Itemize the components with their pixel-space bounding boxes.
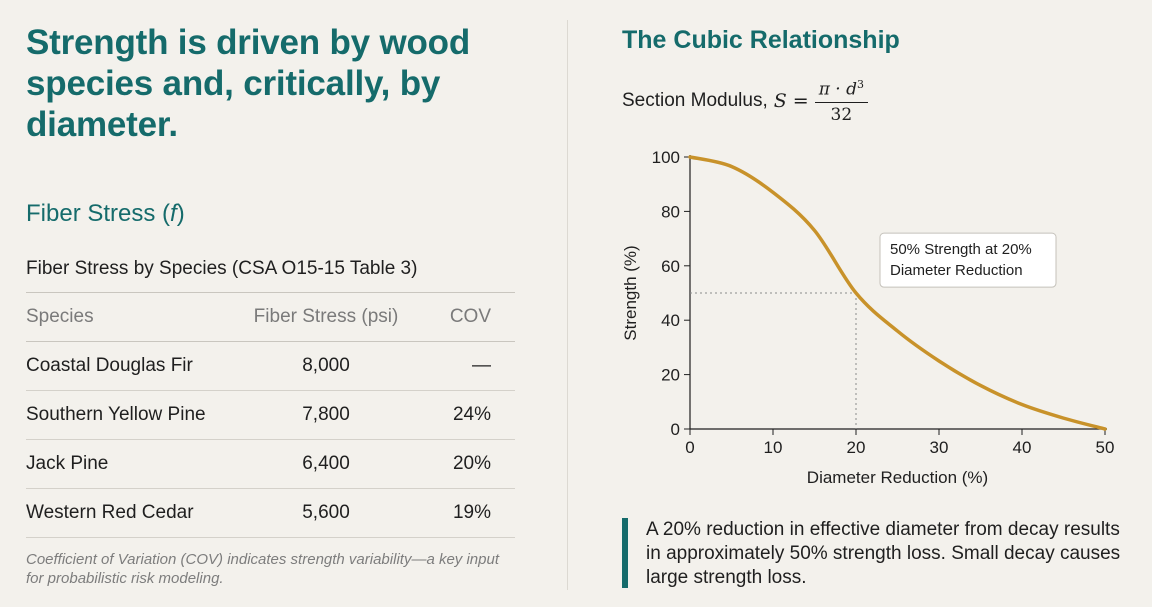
x-tick-label: 0: [685, 438, 694, 457]
fiber-stress-cell: 7,800: [231, 390, 421, 440]
annotation-box: [879, 232, 1057, 288]
table-row: Southern Yellow Pine 7,800 24%: [26, 390, 515, 440]
y-tick-label: 40: [661, 311, 680, 330]
cubic-title: The Cubic Relationship: [622, 26, 900, 54]
x-tick-label: 20: [847, 438, 866, 457]
species-cell: Western Red Cedar: [26, 488, 231, 538]
y-tick-label: 60: [661, 257, 680, 276]
y-tick-label: 100: [652, 148, 680, 167]
table-header-row: Species Fiber Stress (psi) COV: [26, 292, 515, 342]
column-header-species: Species: [26, 292, 231, 342]
fiber-stress-heading: Fiber Stress (f): [26, 200, 185, 228]
y-tick-label: 20: [661, 366, 680, 385]
formula-numerator: π · d3: [814, 78, 868, 103]
formula-denominator: 32: [830, 104, 853, 125]
table-row: Coastal Douglas Fir 8,000 —: [26, 341, 515, 391]
cov-cell: 24%: [421, 390, 515, 440]
right-panel: The Cubic Relationship Section Modulus, …: [620, 0, 1140, 607]
annotation-text-line1: 50% Strength at 20%: [890, 241, 1032, 258]
fiber-stress-heading-text: Fiber Stress (: [26, 200, 171, 227]
fiber-stress-cell: 8,000: [231, 341, 421, 391]
cov-cell: —: [421, 341, 515, 391]
column-header-cov: COV: [421, 292, 515, 342]
panel-divider: [567, 20, 568, 590]
y-tick-label: 80: [661, 202, 680, 221]
formula-numerator-text: π · d: [818, 79, 857, 100]
table-row: Western Red Cedar 5,600 19%: [26, 488, 515, 538]
formula-fraction: π · d3 32: [814, 78, 868, 125]
column-header-fiber-stress: Fiber Stress (psi): [231, 292, 421, 342]
annotation-text-line2: Diameter Reduction: [890, 262, 1023, 279]
fiber-stress-symbol: f: [170, 200, 177, 227]
table-title: Fiber Stress by Species (CSA O15-15 Tabl…: [26, 258, 418, 279]
callout-text: A 20% reduction in effective diameter fr…: [646, 519, 1121, 588]
species-cell: Coastal Douglas Fir: [26, 341, 231, 391]
callout-accent-bar: [622, 518, 628, 588]
x-tick-label: 40: [1013, 438, 1032, 457]
x-axis-label: Diameter Reduction (%): [807, 468, 988, 487]
fiber-stress-cell: 5,600: [231, 488, 421, 538]
x-tick-label: 10: [764, 438, 783, 457]
fiber-stress-cell: 6,400: [231, 439, 421, 489]
strength-chart: 0 20 40 60 80 100 0 10 20 30 40 50 Diameter Reductio…: [621, 148, 1115, 487]
formula-label: Section Modulus,: [622, 90, 768, 112]
formula-equals: =: [792, 90, 809, 113]
callout: A 20% reduction in effective diameter fr…: [620, 516, 1140, 590]
cov-cell: 19%: [421, 488, 515, 538]
left-panel: Strength is driven by wood species and, …: [26, 0, 518, 607]
headline: Strength is driven by wood species and, …: [26, 23, 471, 144]
species-cell: Southern Yellow Pine: [26, 390, 231, 440]
table-row: Jack Pine 6,400 20%: [26, 439, 515, 489]
cov-footnote: Coefficient of Variation (COV) indicates…: [26, 551, 499, 587]
section-modulus-formula: Section Modulus, S = π · d3 32: [622, 78, 868, 125]
formula-variable: S: [773, 90, 787, 113]
species-cell: Jack Pine: [26, 439, 231, 489]
strength-curve: [688, 155, 1107, 431]
x-tick-label: 50: [1096, 438, 1115, 457]
y-tick-label: 0: [671, 420, 680, 439]
y-axis-label: Strength (%): [621, 245, 640, 340]
formula-exponent: 3: [856, 78, 864, 91]
fiber-stress-heading-end: ): [176, 200, 185, 227]
x-tick-label: 30: [930, 438, 949, 457]
cov-cell: 20%: [421, 439, 515, 489]
fiber-stress-table: Species Fiber Stress (psi) COV Coastal D…: [26, 292, 515, 538]
